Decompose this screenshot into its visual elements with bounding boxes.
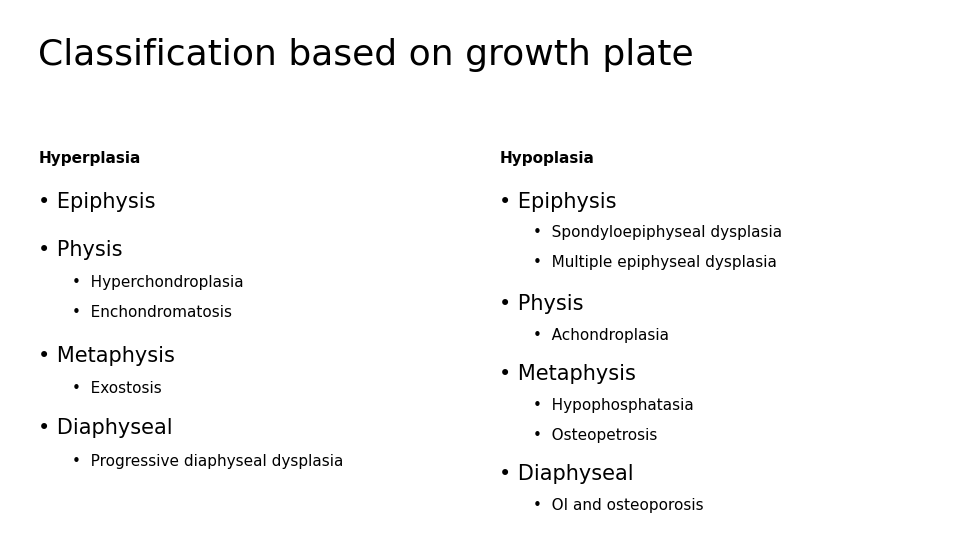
Text: • Metaphysis: • Metaphysis — [38, 346, 176, 366]
Text: •  Multiple epiphyseal dysplasia: • Multiple epiphyseal dysplasia — [533, 255, 777, 270]
Text: •  Progressive diaphyseal dysplasia: • Progressive diaphyseal dysplasia — [72, 454, 344, 469]
Text: • Physis: • Physis — [499, 294, 584, 314]
Text: •  Exostosis: • Exostosis — [72, 381, 161, 396]
Text: • Diaphyseal: • Diaphyseal — [499, 464, 634, 484]
Text: • Epiphysis: • Epiphysis — [38, 192, 156, 212]
Text: •  Osteopetrosis: • Osteopetrosis — [533, 428, 658, 443]
Text: • Metaphysis: • Metaphysis — [499, 364, 636, 384]
Text: • Physis: • Physis — [38, 240, 123, 260]
Text: •  Achondroplasia: • Achondroplasia — [533, 328, 669, 343]
Text: • Epiphysis: • Epiphysis — [499, 192, 616, 212]
Text: • Diaphyseal: • Diaphyseal — [38, 418, 173, 438]
Text: •  Hyperchondroplasia: • Hyperchondroplasia — [72, 275, 244, 291]
Text: Hyperplasia: Hyperplasia — [38, 151, 141, 166]
Text: •  OI and osteoporosis: • OI and osteoporosis — [533, 498, 704, 513]
Text: •  Enchondromatosis: • Enchondromatosis — [72, 305, 232, 320]
Text: •  Hypophosphatasia: • Hypophosphatasia — [533, 398, 693, 413]
Text: Hypoplasia: Hypoplasia — [499, 151, 594, 166]
Text: •  Spondyloepiphyseal dysplasia: • Spondyloepiphyseal dysplasia — [533, 225, 782, 240]
Text: Classification based on growth plate: Classification based on growth plate — [38, 38, 694, 72]
